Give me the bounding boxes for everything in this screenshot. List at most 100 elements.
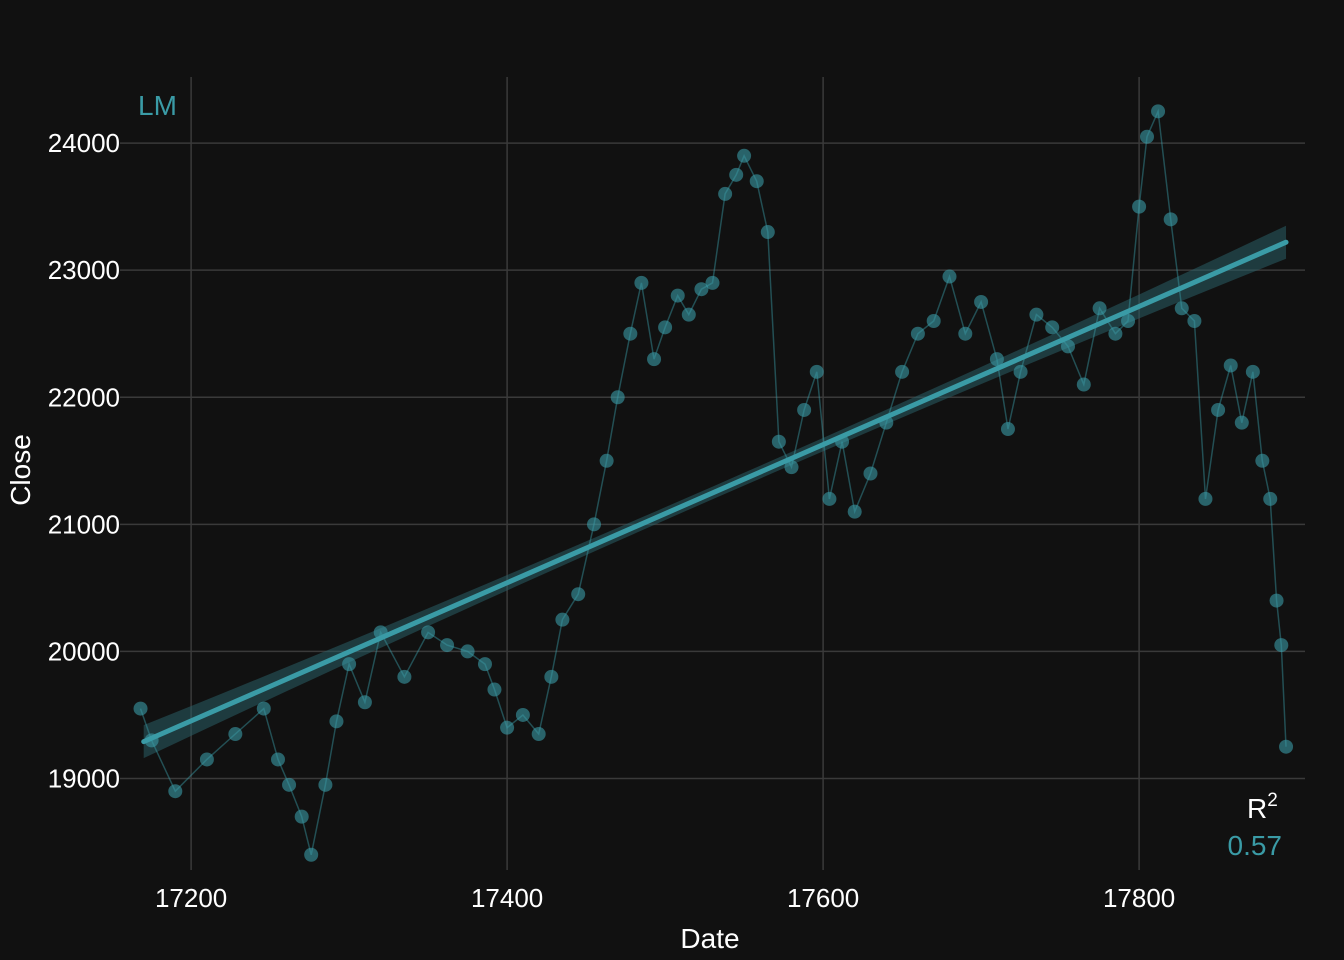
data-point-44 [784,460,799,475]
data-point-26 [571,587,586,602]
data-point-20 [487,682,502,697]
data-point-35 [681,307,696,322]
data-point-17 [440,638,455,653]
data-point-30 [623,326,638,341]
data-point-80 [1263,491,1278,506]
data-point-13 [357,695,372,710]
data-point-83 [1279,739,1294,754]
data-point-57 [974,294,989,309]
data-point-60 [1013,364,1028,379]
data-point-38 [718,186,733,201]
data-point-31 [634,275,649,290]
data-point-63 [1061,339,1075,354]
data-point-58 [989,352,1004,367]
data-point-76 [1223,358,1238,373]
data-point-25 [555,612,570,627]
y-tick-label-3: 22000 [48,382,120,412]
data-point-27 [587,517,601,532]
data-point-75 [1211,402,1226,417]
y-axis-title: Close [5,434,36,506]
r2-label: R [1247,793,1267,824]
data-point-19 [477,657,492,672]
data-point-79 [1255,453,1270,468]
r2-value: 0.57 [1228,830,1283,861]
x-axis-title: Date [680,923,739,954]
y-tick-label-1: 20000 [48,636,120,666]
data-point-3 [199,752,214,767]
data-point-16 [421,625,436,640]
data-point-45 [797,402,812,417]
data-point-77 [1234,415,1249,430]
model-tag: LM [138,90,177,121]
data-point-68 [1132,199,1147,214]
data-point-50 [863,466,878,481]
y-tick-label-0: 19000 [48,764,120,794]
data-point-4 [228,727,243,742]
data-point-43 [771,434,786,449]
data-point-72 [1174,301,1189,316]
data-point-40 [737,148,752,163]
data-point-24 [544,669,559,684]
data-point-59 [1000,422,1015,437]
data-point-46 [809,364,824,379]
y-tick-label-4: 23000 [48,255,120,285]
data-point-28 [599,453,614,468]
data-point-69 [1140,129,1154,144]
data-point-6 [271,752,285,767]
x-tick-label-1: 17400 [471,883,543,913]
regression-line-group [141,239,1289,745]
data-point-70 [1151,104,1166,119]
data-point-11 [329,714,344,729]
x-tick-labels: 17200 17400 17600 17800 [155,883,1175,913]
r2-superscript: 2 [1267,790,1278,811]
x-tick-label-3: 17800 [1103,883,1175,913]
r2-label-group: R2 [1247,790,1278,824]
data-point-64 [1076,377,1091,392]
data-point-82 [1274,638,1289,653]
data-point-12 [342,657,357,672]
data-point-78 [1245,364,1260,379]
data-point-23 [531,727,546,742]
data-point-41 [749,174,764,189]
data-point-73 [1187,314,1202,328]
data-point-66 [1108,326,1123,341]
grid-lines [120,77,1305,870]
data-point-39 [729,167,744,182]
data-point-53 [910,326,925,341]
data-point-29 [610,390,625,405]
data-point-18 [460,644,475,659]
data-point-74 [1198,491,1213,506]
data-point-2 [168,784,183,799]
data-point-32 [647,352,662,367]
data-point-15 [397,669,412,684]
data-point-10 [318,777,333,792]
data-point-33 [658,320,673,335]
data-point-37 [705,275,720,290]
data-point-67 [1121,314,1136,328]
regression-line [141,239,1289,745]
data-point-71 [1163,212,1178,227]
y-tick-labels: 19000 20000 21000 22000 23000 24000 [48,128,120,793]
data-point-42 [760,225,775,240]
data-point-47 [822,491,837,506]
data-point-56 [958,326,973,341]
data-point-34 [670,288,685,303]
data-point-8 [294,809,309,824]
data-point-0 [133,701,148,716]
data-point-22 [515,707,530,722]
y-tick-label-2: 21000 [48,509,120,539]
data-point-65 [1092,301,1107,316]
data-point-49 [847,504,862,519]
y-tick-label-5: 24000 [48,128,120,158]
data-point-62 [1045,320,1060,335]
data-point-5 [256,701,271,716]
data-point-81 [1269,593,1284,608]
data-point-55 [942,269,957,284]
data-point-54 [926,314,941,328]
x-tick-label-0: 17200 [155,883,227,913]
data-point-61 [1029,307,1044,322]
data-points [133,104,1294,862]
data-point-36 [694,282,709,297]
